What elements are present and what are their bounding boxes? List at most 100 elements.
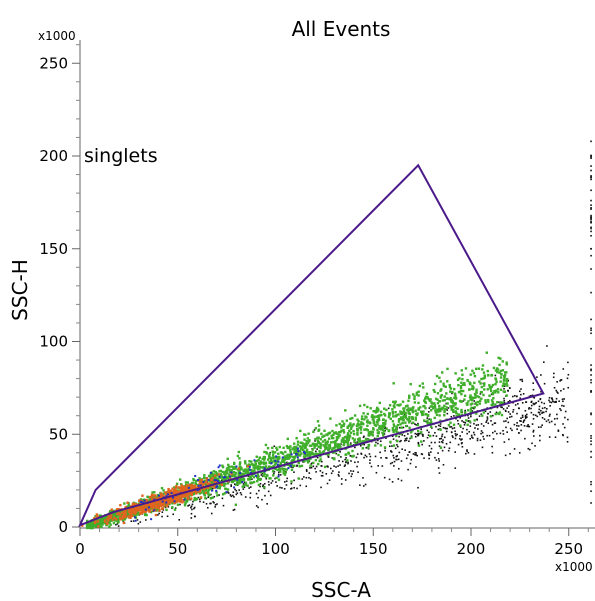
- event-dot: [430, 451, 432, 453]
- event-dot: [262, 484, 265, 486]
- event-dot: [295, 445, 298, 449]
- event-dot: [392, 454, 395, 457]
- event-dot: [335, 452, 338, 455]
- event-dot: [133, 512, 137, 515]
- event-dot: [195, 486, 198, 490]
- event-dot: [506, 377, 509, 381]
- event-dot: [532, 417, 535, 420]
- event-dot: [114, 513, 117, 517]
- event-dot: [101, 521, 104, 524]
- event-dot: [530, 411, 533, 414]
- event-dot: [87, 523, 90, 527]
- event-dot: [540, 401, 543, 404]
- event-dot: [333, 465, 335, 467]
- event-dot: [363, 403, 366, 407]
- event-dot: [436, 398, 439, 401]
- event-dot: [543, 402, 546, 405]
- event-dot: [339, 464, 341, 466]
- event-dot: [532, 431, 535, 433]
- event-dot: [395, 434, 398, 438]
- event-dot: [194, 515, 196, 518]
- event-dot: [553, 401, 556, 403]
- event-dot: [93, 523, 96, 526]
- event-dot: [207, 478, 210, 481]
- event-dot: [590, 368, 592, 371]
- event-dot: [422, 405, 425, 408]
- event-dot: [559, 407, 561, 410]
- event-dot: [507, 405, 510, 407]
- event-dot: [472, 407, 474, 409]
- event-dot: [189, 485, 193, 488]
- event-dot: [306, 441, 310, 445]
- event-dot: [493, 389, 496, 393]
- event-dot: [424, 395, 428, 398]
- event-dot: [292, 466, 294, 469]
- event-dot: [193, 484, 196, 487]
- event-dot: [330, 436, 334, 440]
- event-dot: [281, 459, 284, 463]
- event-dot: [444, 427, 447, 430]
- singlets-gate[interactable]: [78, 163, 545, 527]
- event-dot: [340, 426, 343, 429]
- event-dot: [94, 525, 98, 528]
- event-dot: [199, 488, 202, 492]
- event-dot: [396, 455, 398, 457]
- event-dot: [473, 433, 476, 436]
- event-dot: [294, 455, 297, 458]
- event-dot: [459, 389, 463, 393]
- event-dot: [366, 429, 370, 432]
- event-dot: [466, 450, 468, 453]
- event-dot: [414, 416, 417, 419]
- event-dot: [287, 455, 291, 458]
- event-dot: [312, 452, 315, 455]
- event-dot: [331, 457, 334, 459]
- event-dot: [399, 423, 402, 426]
- event-dot: [376, 419, 379, 422]
- event-dot: [477, 428, 479, 430]
- event-dot: [171, 499, 174, 502]
- event-dot: [223, 484, 226, 488]
- event-dot: [493, 422, 496, 425]
- event-dot: [303, 438, 306, 441]
- event-dot: [435, 397, 438, 401]
- event-dot: [160, 493, 163, 496]
- event-dot: [318, 442, 322, 445]
- event-dot: [316, 436, 319, 439]
- event-dot: [269, 457, 273, 460]
- event-dot: [530, 404, 533, 407]
- event-dot: [93, 517, 96, 520]
- event-dot: [443, 395, 446, 398]
- event-dot: [195, 492, 198, 495]
- event-dot: [244, 481, 248, 485]
- event-dot: [420, 431, 423, 434]
- event-dot: [448, 398, 452, 401]
- event-dot: [419, 406, 422, 409]
- event-dot: [340, 483, 343, 485]
- event-dot: [501, 384, 505, 388]
- event-dot: [255, 466, 258, 469]
- event-dot: [499, 376, 503, 379]
- event-dot: [454, 437, 457, 440]
- event-dot: [97, 525, 100, 528]
- event-dot: [441, 441, 444, 444]
- event-dot: [439, 428, 442, 431]
- event-dot: [316, 448, 318, 450]
- event-dot: [166, 493, 169, 496]
- event-dot: [556, 391, 558, 393]
- event-dot: [404, 411, 407, 415]
- event-dot: [110, 514, 113, 517]
- event-dot: [342, 429, 345, 432]
- event-dot: [505, 361, 508, 364]
- event-dot: [590, 169, 592, 172]
- event-dot: [245, 471, 248, 475]
- y-tick-label: 250: [39, 54, 68, 72]
- event-dot: [311, 448, 314, 451]
- event-dot: [283, 455, 287, 458]
- event-dot: [267, 481, 270, 483]
- event-dot: [421, 382, 424, 385]
- event-dot: [326, 446, 329, 450]
- event-dot: [198, 492, 202, 495]
- event-dot: [284, 471, 287, 474]
- event-dot: [285, 484, 288, 486]
